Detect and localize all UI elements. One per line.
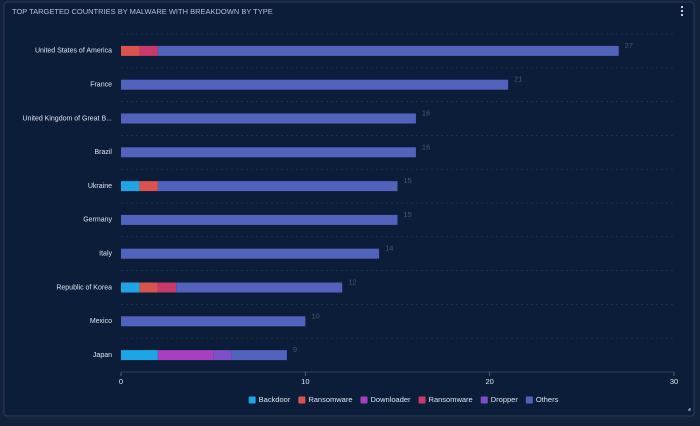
bar-segment bbox=[176, 282, 343, 293]
bar-segment bbox=[121, 113, 416, 124]
menu-dot bbox=[680, 5, 684, 9]
total-label: 16 bbox=[422, 108, 430, 117]
menu-dot bbox=[680, 13, 684, 17]
total-label: 12 bbox=[348, 277, 356, 286]
bar-segment bbox=[121, 282, 140, 293]
legend-label: Dropper bbox=[491, 395, 519, 404]
bar-segment bbox=[121, 147, 416, 158]
x-tick-label: 0 bbox=[119, 377, 123, 386]
bar-segment bbox=[231, 350, 287, 361]
legend-label: Others bbox=[536, 395, 559, 404]
bar-segment bbox=[121, 316, 306, 327]
legend-swatch bbox=[525, 396, 533, 404]
bar-segment bbox=[121, 214, 398, 225]
x-tick-label: 20 bbox=[485, 377, 493, 386]
bar-segment bbox=[213, 350, 232, 361]
bar-segment bbox=[157, 350, 214, 361]
bar-segment bbox=[121, 79, 509, 90]
menu-button[interactable] bbox=[680, 5, 684, 17]
total-label: 10 bbox=[311, 311, 319, 320]
total-label: 15 bbox=[404, 210, 412, 219]
y-tick-label: United Kingdom of Great B... bbox=[23, 115, 113, 122]
bar-segment bbox=[139, 181, 158, 192]
y-tick-label: Ukraine bbox=[88, 183, 112, 190]
y-tick-label: United States of America bbox=[35, 48, 112, 55]
legend-swatch bbox=[480, 396, 488, 404]
legend-swatch bbox=[418, 396, 426, 404]
x-tick-label: 30 bbox=[670, 377, 678, 386]
legend-label: Ransomware bbox=[308, 395, 352, 404]
legend-label: Backdoor bbox=[259, 395, 291, 404]
y-tick-label: Brazil bbox=[94, 149, 112, 156]
chart-title: TOP TARGETED COUNTRIES BY MALWARE WITH B… bbox=[12, 7, 273, 16]
legend-swatch bbox=[248, 396, 256, 404]
y-tick-label: Republic of Korea bbox=[56, 284, 112, 291]
y-tick-label: Mexico bbox=[90, 318, 112, 325]
bar-segment bbox=[139, 45, 158, 56]
panel bbox=[3, 1, 695, 417]
total-label: 16 bbox=[422, 142, 430, 151]
legend-swatch bbox=[360, 396, 368, 404]
bar-segment bbox=[121, 45, 140, 56]
bar-segment bbox=[157, 282, 177, 293]
total-label: 15 bbox=[404, 176, 412, 185]
resize-handle[interactable] bbox=[688, 408, 691, 411]
bar-segment bbox=[157, 45, 619, 56]
bar-segment bbox=[139, 282, 158, 293]
y-tick-label: Germany bbox=[83, 217, 112, 224]
y-tick-label: France bbox=[90, 82, 112, 89]
legend-swatch bbox=[298, 396, 306, 404]
total-label: 9 bbox=[293, 345, 297, 354]
bar-segment bbox=[121, 181, 140, 192]
total-label: 21 bbox=[514, 75, 522, 84]
bar-segment bbox=[157, 181, 398, 192]
x-tick-label: 10 bbox=[301, 377, 309, 386]
legend-label: Downloader bbox=[371, 395, 412, 404]
total-label: 27 bbox=[625, 41, 633, 50]
legend-label: Ransomware bbox=[429, 395, 473, 404]
bar-segment bbox=[121, 350, 158, 361]
bar-segment bbox=[121, 248, 380, 259]
y-tick-label: Italy bbox=[99, 251, 112, 258]
total-label: 14 bbox=[385, 244, 393, 253]
legend: Backdoor Ransomware Downloader Ransomware Dr… bbox=[248, 395, 559, 404]
menu-dot bbox=[680, 9, 684, 13]
y-tick-label: Japan bbox=[93, 352, 112, 359]
